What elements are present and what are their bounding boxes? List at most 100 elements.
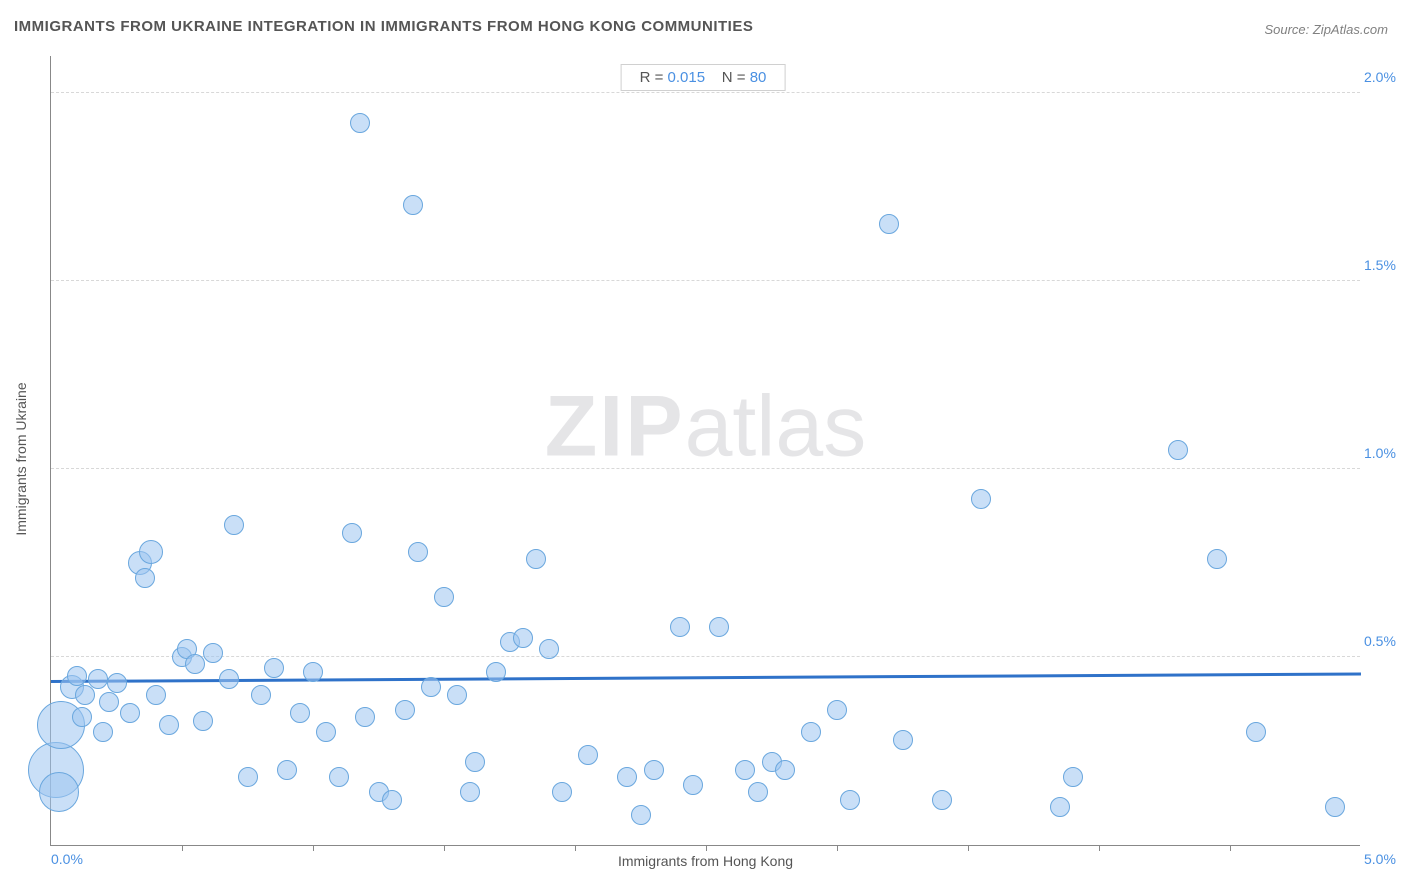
data-point [99,692,119,712]
y-tick-label: 1.5% [1364,257,1406,273]
data-point [264,658,284,678]
data-point [631,805,651,825]
chart-title: IMMIGRANTS FROM UKRAINE INTEGRATION IN I… [14,18,753,35]
data-point [251,685,271,705]
data-point [93,722,113,742]
data-point [342,523,362,543]
y-tick-label: 0.5% [1364,633,1406,649]
data-point [39,772,79,812]
scatter-plot: ZIPatlas Immigrants from Ukraine Immigra… [50,56,1360,846]
x-axis-label: Immigrants from Hong Kong [618,853,793,869]
data-point [1207,549,1227,569]
data-point [748,782,768,802]
data-point [552,782,572,802]
data-point [107,673,127,693]
data-point [303,662,323,682]
data-point [460,782,480,802]
data-point [395,700,415,720]
data-point [644,760,664,780]
data-point [355,707,375,727]
gridline [51,468,1360,469]
x-tick [1230,845,1231,851]
data-point [1246,722,1266,742]
data-point [893,730,913,750]
x-tick [968,845,969,851]
source-name: ZipAtlas.com [1313,22,1388,37]
watermark: ZIPatlas [545,377,866,476]
r-label: R = [640,69,668,86]
gridline [51,656,1360,657]
gridline [51,280,1360,281]
data-point [539,639,559,659]
data-point [1168,440,1188,460]
watermark-rest: atlas [685,378,867,474]
chart-container: IMMIGRANTS FROM UKRAINE INTEGRATION IN I… [0,0,1406,892]
data-point [513,628,533,648]
y-tick-label: 1.0% [1364,445,1406,461]
regression-line [51,673,1361,684]
data-point [408,542,428,562]
data-point [382,790,402,810]
data-point [120,703,140,723]
y-tick-label: 2.0% [1364,69,1406,85]
data-point [1050,797,1070,817]
data-point [185,654,205,674]
data-point [447,685,467,705]
data-point [350,113,370,133]
x-tick [575,845,576,851]
data-point [617,767,637,787]
data-point [578,745,598,765]
source-prefix: Source: [1264,22,1312,37]
data-point [224,515,244,535]
data-point [139,540,163,564]
data-point [879,214,899,234]
data-point [238,767,258,787]
data-point [827,700,847,720]
source-attribution: Source: ZipAtlas.com [1264,22,1388,37]
x-tick [182,845,183,851]
data-point [316,722,336,742]
data-point [801,722,821,742]
data-point [219,669,239,689]
data-point [971,489,991,509]
data-point [775,760,795,780]
data-point [526,549,546,569]
data-point [840,790,860,810]
data-point [203,643,223,663]
data-point [159,715,179,735]
data-point [67,666,87,686]
data-point [434,587,454,607]
r-value: 0.015 [668,69,706,86]
x-max-label: 5.0% [1364,851,1406,867]
data-point [1063,767,1083,787]
data-point [135,568,155,588]
x-tick [313,845,314,851]
data-point [277,760,297,780]
data-point [683,775,703,795]
x-tick [837,845,838,851]
data-point [193,711,213,731]
data-point [329,767,349,787]
data-point [1325,797,1345,817]
x-tick [1099,845,1100,851]
stats-legend: R = 0.015 N = 80 [621,64,786,91]
data-point [670,617,690,637]
gridline [51,92,1360,93]
x-tick [444,845,445,851]
data-point [290,703,310,723]
data-point [88,669,108,689]
data-point [735,760,755,780]
data-point [932,790,952,810]
x-tick [706,845,707,851]
data-point [421,677,441,697]
data-point [72,707,92,727]
data-point [465,752,485,772]
n-label: N = [722,69,750,86]
data-point [486,662,506,682]
data-point [403,195,423,215]
x-origin-label: 0.0% [51,851,83,867]
data-point [709,617,729,637]
n-value: 80 [750,69,767,86]
data-point [146,685,166,705]
watermark-strong: ZIP [545,378,685,474]
